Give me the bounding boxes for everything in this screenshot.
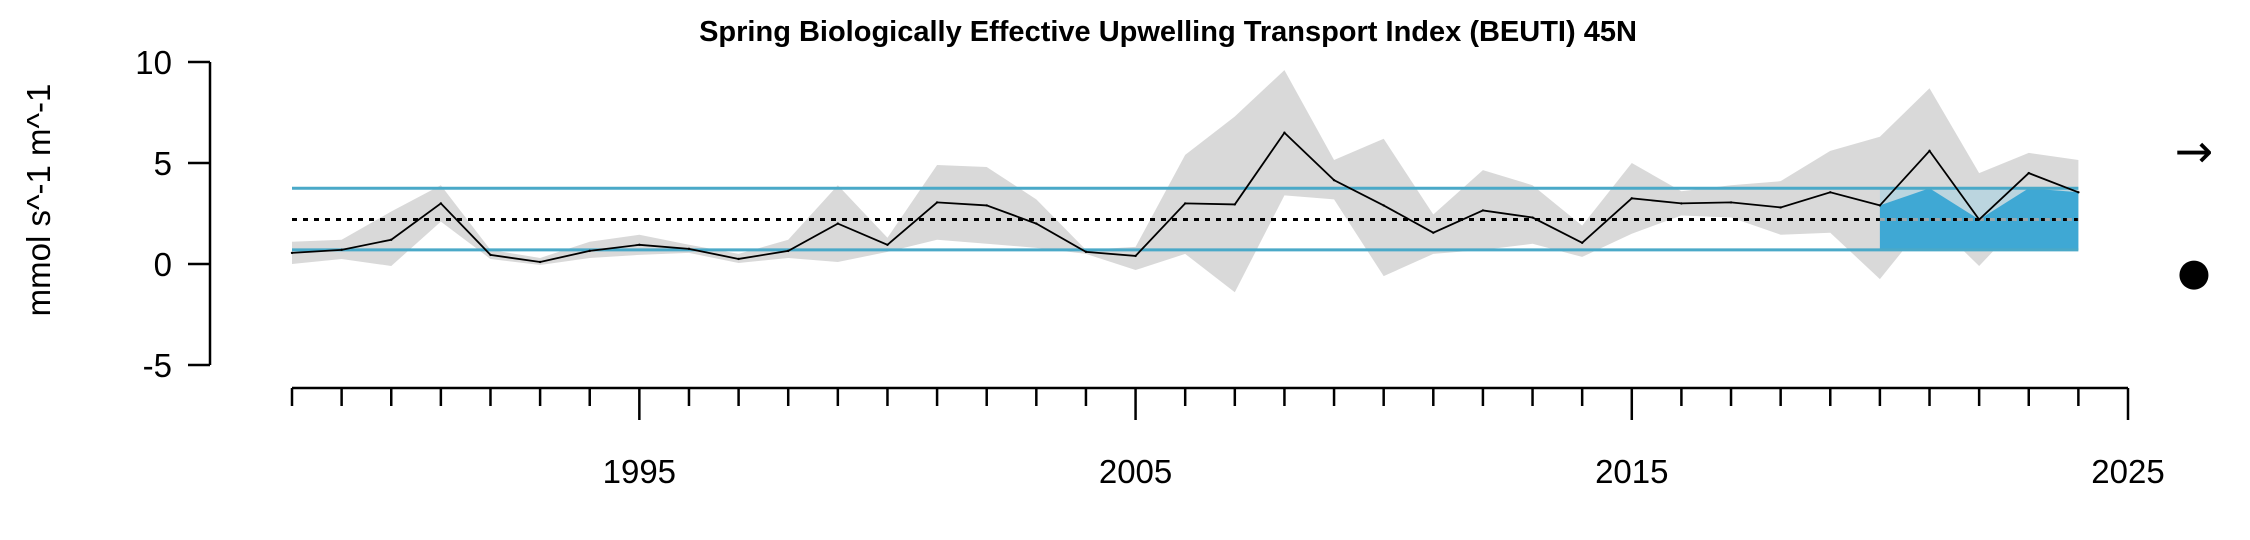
data-point: [1481, 209, 1485, 212]
mean-dot-icon: ●: [2177, 250, 2210, 294]
x-tick-label: 2025: [2091, 453, 2164, 490]
y-tick-label: 10: [135, 44, 172, 81]
x-tick-label: 1995: [603, 453, 676, 490]
data-point: [985, 204, 988, 207]
data-point: [1134, 254, 1137, 258]
data-point: [1928, 149, 1931, 153]
data-point: [1332, 178, 1336, 182]
chart-title: Spring Biologically Effective Upwelling …: [699, 16, 1637, 48]
data-point: [1680, 202, 1683, 205]
data-point: [1183, 202, 1187, 205]
data-point: [1084, 250, 1088, 254]
data-point: [1233, 203, 1237, 206]
data-point: [538, 260, 542, 264]
y-tick-label: 0: [154, 246, 172, 283]
data-point: [935, 201, 939, 204]
axes: 10 5 0 -5 1995 2005 2015 2025: [135, 44, 2164, 490]
data-point: [787, 249, 790, 253]
uncertainty-band: [292, 70, 2079, 293]
data-point: [737, 257, 740, 261]
trend-arrow-icon: →: [2175, 124, 2214, 178]
y-axis-label: mmol s^-1 m^-1: [20, 84, 57, 317]
data-point: [390, 238, 393, 241]
data-point: [439, 202, 443, 205]
data-point: [1283, 131, 1286, 134]
data-point: [638, 243, 641, 247]
data-point: [1977, 218, 1981, 221]
recent-window-fill: [1879, 188, 2079, 250]
x-tick-label: 2005: [1099, 453, 1172, 490]
data-point: [1580, 241, 1584, 244]
data-point: [836, 222, 840, 225]
plot-area: [290, 70, 2080, 293]
data-point: [340, 248, 343, 252]
data-point: [1878, 204, 1882, 207]
data-point: [1531, 216, 1534, 219]
data-point: [588, 249, 591, 253]
y-tick-label: 5: [154, 145, 172, 182]
data-point: [1035, 222, 1038, 225]
data-point: [886, 243, 889, 247]
data-point: [1729, 201, 1733, 204]
y-tick-label: -5: [143, 347, 172, 384]
data-point: [1432, 231, 1435, 234]
data-point: [1382, 204, 1385, 207]
data-point: [1779, 206, 1782, 209]
data-point: [687, 247, 691, 251]
data-point: [489, 253, 492, 257]
data-point: [1829, 191, 1832, 194]
data-point: [1630, 197, 1633, 200]
data-point: [2027, 171, 2030, 175]
data-point: [2077, 191, 2080, 194]
x-tick-label: 2015: [1595, 453, 1668, 490]
data-point: [290, 251, 294, 255]
